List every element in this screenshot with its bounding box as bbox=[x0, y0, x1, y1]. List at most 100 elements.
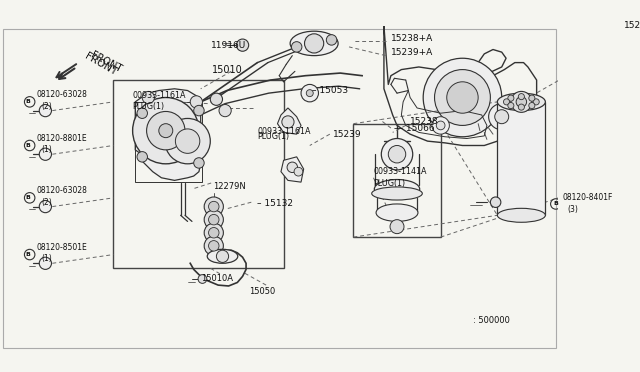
Text: B: B bbox=[26, 252, 30, 257]
Ellipse shape bbox=[374, 180, 420, 199]
Circle shape bbox=[511, 92, 532, 112]
Circle shape bbox=[516, 97, 527, 107]
Circle shape bbox=[508, 95, 514, 101]
Circle shape bbox=[287, 162, 298, 173]
Circle shape bbox=[209, 228, 219, 238]
Text: 08120-63028: 08120-63028 bbox=[36, 186, 88, 195]
Circle shape bbox=[326, 35, 337, 45]
Circle shape bbox=[495, 110, 509, 124]
Circle shape bbox=[209, 214, 219, 225]
Circle shape bbox=[236, 39, 249, 51]
Text: FRONT: FRONT bbox=[83, 51, 118, 77]
Circle shape bbox=[132, 97, 199, 164]
Circle shape bbox=[211, 93, 223, 105]
Ellipse shape bbox=[376, 204, 418, 221]
Polygon shape bbox=[135, 89, 201, 180]
Bar bbox=[113, 80, 284, 267]
Circle shape bbox=[204, 223, 223, 242]
Circle shape bbox=[381, 138, 413, 170]
Text: (1): (1) bbox=[41, 145, 52, 154]
Circle shape bbox=[490, 197, 501, 208]
Circle shape bbox=[529, 103, 535, 109]
Text: 00933-1141A: 00933-1141A bbox=[374, 167, 427, 176]
Text: 11916U: 11916U bbox=[211, 41, 246, 49]
Circle shape bbox=[305, 34, 324, 53]
Text: 15010A: 15010A bbox=[201, 275, 233, 283]
Text: (2): (2) bbox=[41, 102, 52, 111]
Text: 15208: 15208 bbox=[624, 22, 640, 31]
Circle shape bbox=[39, 148, 51, 160]
Circle shape bbox=[39, 257, 51, 269]
Text: 00933-1161A: 00933-1161A bbox=[132, 91, 186, 100]
Text: 15050: 15050 bbox=[249, 287, 275, 296]
Ellipse shape bbox=[290, 31, 338, 56]
Text: PLUG(1): PLUG(1) bbox=[374, 179, 406, 187]
Bar bbox=[353, 124, 441, 237]
Text: 08120-8501E: 08120-8501E bbox=[36, 243, 88, 252]
Text: 00933-1161A: 00933-1161A bbox=[257, 127, 311, 136]
Circle shape bbox=[435, 70, 490, 125]
Text: 08120-8801E: 08120-8801E bbox=[36, 134, 87, 143]
Text: : 500000: : 500000 bbox=[473, 315, 510, 324]
Text: (3): (3) bbox=[567, 205, 578, 214]
Circle shape bbox=[147, 112, 185, 150]
Circle shape bbox=[504, 99, 509, 105]
Text: PLUG(1): PLUG(1) bbox=[257, 132, 289, 141]
Circle shape bbox=[294, 167, 303, 176]
Circle shape bbox=[165, 118, 211, 164]
Circle shape bbox=[390, 219, 404, 234]
Text: FRONT: FRONT bbox=[89, 50, 123, 75]
Text: B: B bbox=[26, 99, 30, 105]
Circle shape bbox=[159, 124, 173, 138]
Text: 12279N: 12279N bbox=[213, 182, 246, 191]
Text: – 15132: – 15132 bbox=[257, 199, 293, 208]
Circle shape bbox=[142, 92, 154, 104]
Circle shape bbox=[190, 96, 202, 108]
Circle shape bbox=[204, 236, 223, 256]
Circle shape bbox=[518, 94, 524, 100]
Circle shape bbox=[216, 250, 228, 262]
Circle shape bbox=[209, 201, 219, 212]
Circle shape bbox=[388, 145, 406, 163]
Text: 08120-63028: 08120-63028 bbox=[36, 90, 88, 99]
Bar bbox=[497, 102, 545, 215]
Circle shape bbox=[39, 201, 51, 213]
Circle shape bbox=[529, 95, 535, 101]
Circle shape bbox=[436, 121, 445, 130]
Polygon shape bbox=[278, 108, 301, 134]
Text: – 15053: – 15053 bbox=[312, 86, 349, 95]
Circle shape bbox=[432, 117, 449, 134]
Circle shape bbox=[423, 58, 502, 137]
Text: B: B bbox=[26, 195, 30, 201]
Circle shape bbox=[209, 241, 219, 251]
Text: (1): (1) bbox=[41, 254, 52, 263]
Text: B: B bbox=[554, 202, 558, 206]
Circle shape bbox=[307, 90, 313, 97]
Circle shape bbox=[291, 42, 302, 52]
Circle shape bbox=[198, 275, 207, 283]
Circle shape bbox=[194, 105, 204, 116]
Circle shape bbox=[282, 116, 294, 128]
Text: 15239: 15239 bbox=[333, 130, 362, 139]
Ellipse shape bbox=[497, 93, 545, 110]
Circle shape bbox=[533, 99, 540, 105]
Circle shape bbox=[39, 105, 51, 117]
Circle shape bbox=[518, 104, 524, 110]
Circle shape bbox=[508, 103, 514, 109]
Text: 15238+A: 15238+A bbox=[391, 34, 433, 43]
Circle shape bbox=[204, 197, 223, 216]
Ellipse shape bbox=[372, 187, 422, 200]
Text: PLUG(1): PLUG(1) bbox=[132, 102, 164, 111]
Circle shape bbox=[447, 82, 478, 113]
Text: B: B bbox=[26, 143, 30, 148]
Circle shape bbox=[194, 158, 204, 168]
Circle shape bbox=[488, 104, 515, 130]
Text: — 15066: — 15066 bbox=[394, 124, 435, 132]
Polygon shape bbox=[281, 157, 303, 182]
Text: 15238: 15238 bbox=[410, 118, 439, 126]
Text: (2): (2) bbox=[41, 198, 52, 207]
Text: 15239+A: 15239+A bbox=[391, 48, 433, 57]
Circle shape bbox=[137, 108, 147, 118]
Ellipse shape bbox=[207, 249, 238, 263]
Circle shape bbox=[137, 152, 147, 162]
